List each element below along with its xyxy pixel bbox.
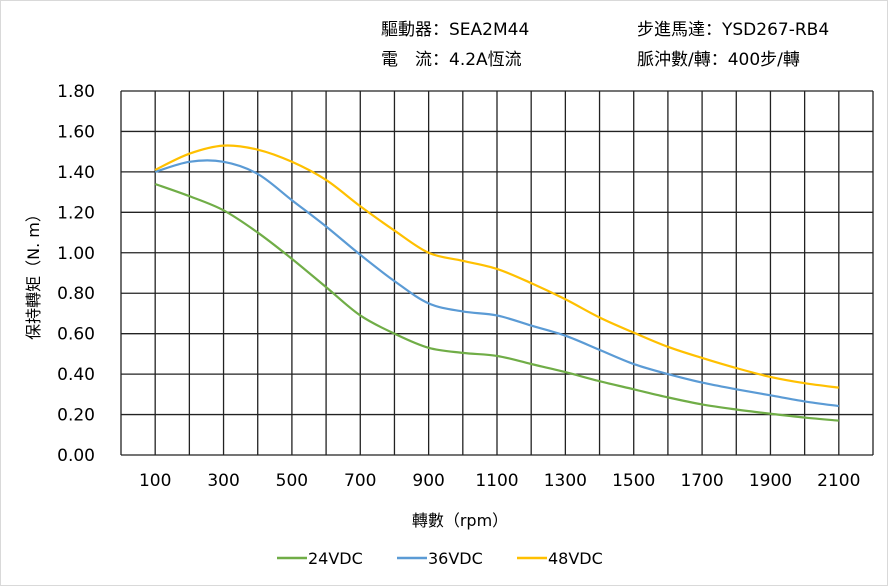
y-tick-label: 0.80 <box>57 284 95 304</box>
x-tick-label: 1100 <box>475 471 518 491</box>
legend-label: 24VDC <box>308 549 363 568</box>
legend-label: 48VDC <box>548 549 603 568</box>
y-axis-label: 保持轉矩（N. m） <box>24 206 43 340</box>
current-label: 電 流：4.2A恆流 <box>381 50 522 70</box>
series-line-24vdc <box>154 182 839 422</box>
x-tick-label: 1500 <box>612 471 655 491</box>
x-tick-label: 900 <box>412 471 444 491</box>
pulses-label: 脈沖數/轉：400步/轉 <box>637 50 800 70</box>
x-tick-label: 500 <box>276 471 308 491</box>
y-tick-label: 1.20 <box>57 203 95 223</box>
y-tick-label: 0.20 <box>57 406 95 426</box>
x-tick-label: 2100 <box>817 471 860 491</box>
y-tick-label: 1.00 <box>57 244 95 264</box>
legend-label: 36VDC <box>428 549 483 568</box>
driver-label: 驅動器：SEA2M44 <box>381 20 530 40</box>
series-line-36vdc <box>154 159 839 408</box>
y-tick-label: 0.60 <box>57 325 95 345</box>
y-tick-label: 1.60 <box>57 122 95 142</box>
y-tick-label: 0.00 <box>57 446 95 466</box>
y-tick-label: 0.40 <box>57 365 95 385</box>
motor-label: 步進馬達：YSD267-RB4 <box>637 20 830 40</box>
x-tick-label: 1700 <box>680 471 723 491</box>
x-tick-label: 1900 <box>749 471 792 491</box>
y-tick-label: 1.40 <box>57 163 95 183</box>
x-tick-label: 300 <box>207 471 239 491</box>
y-tick-label: 1.80 <box>57 82 95 102</box>
x-tick-label: 100 <box>139 471 171 491</box>
series-line-48vdc <box>154 144 839 389</box>
x-tick-label: 1300 <box>544 471 587 491</box>
x-tick-label: 700 <box>344 471 376 491</box>
x-axis-label: 轉數（rpm） <box>412 511 508 530</box>
